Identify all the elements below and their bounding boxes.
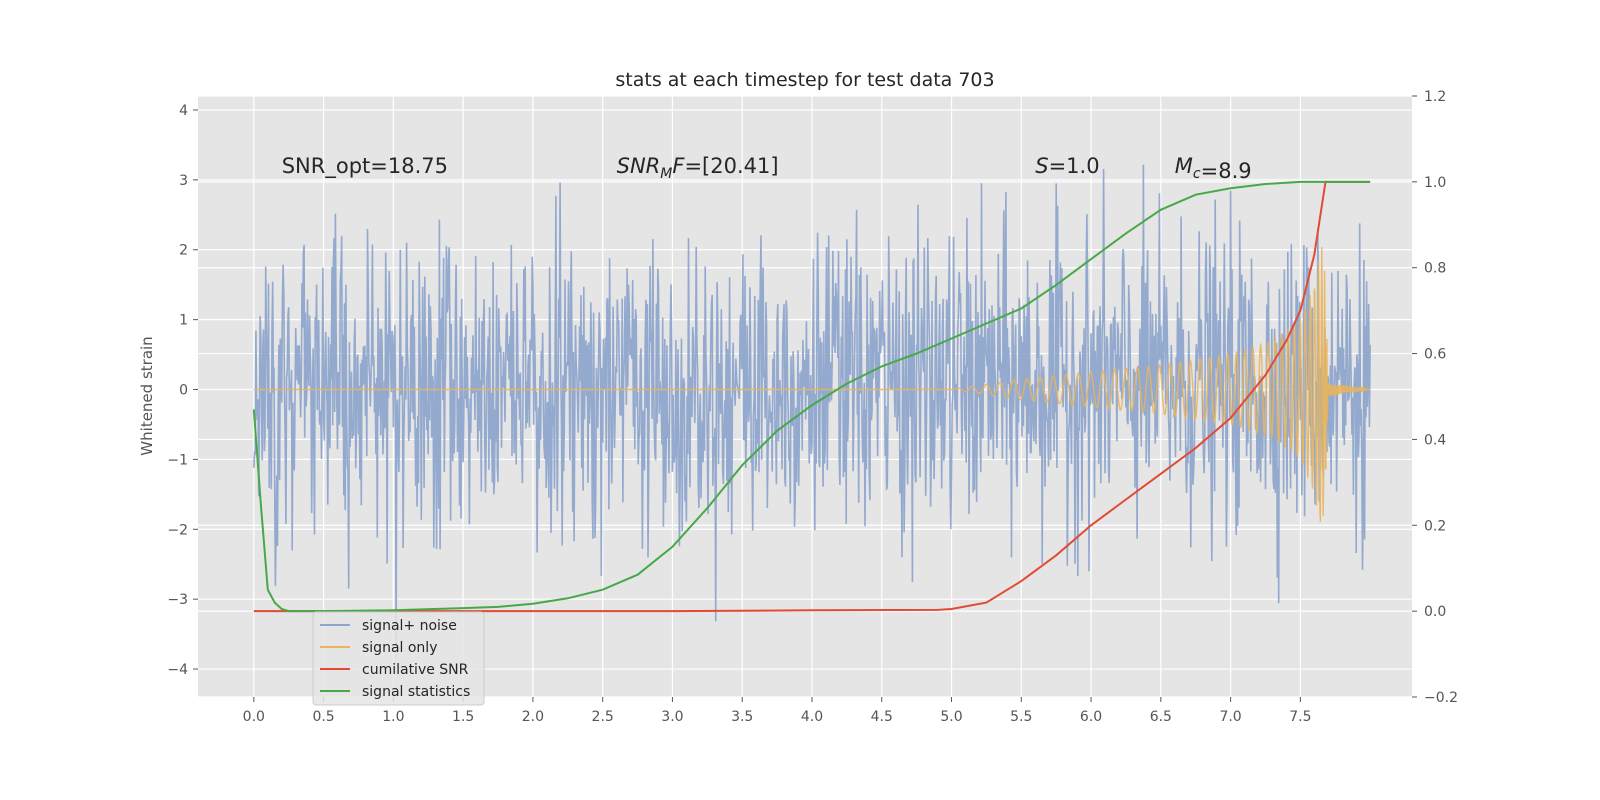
series-signal-only-line <box>253 246 1371 522</box>
legend: signal+ noise signal only cumilative SNR si… <box>312 611 485 706</box>
y2-tick-label-3: 0.4 <box>1424 432 1446 448</box>
x-tick-label-0: 0.0 <box>243 709 265 725</box>
y-tick-label-8: 4 <box>179 103 188 119</box>
y-tick-label-6: 2 <box>179 243 188 259</box>
y2-tick-label-5: 0.8 <box>1424 261 1446 277</box>
x-tick-label-5: 2.5 <box>592 709 614 725</box>
x-tick-label-15: 7.5 <box>1289 709 1311 725</box>
y2-tick-label-2: 0.2 <box>1424 518 1446 534</box>
x-tick-label-10: 5.0 <box>940 709 962 725</box>
y-tick-label-0: −4 <box>167 662 188 678</box>
x-tick-label-14: 7.0 <box>1219 709 1241 725</box>
x-tick-label-7: 3.5 <box>731 709 753 725</box>
y-axis-label: Whitened strain <box>138 336 156 455</box>
y2-tick-label-1: 0.0 <box>1424 604 1446 620</box>
legend-label-3: signal statistics <box>362 684 470 700</box>
x-tick-label-6: 3.0 <box>661 709 683 725</box>
x-tick-label-13: 6.5 <box>1150 709 1172 725</box>
series-cumulative-snr-line <box>253 180 1371 613</box>
series-signal-noise-line <box>253 164 1371 659</box>
series-signal-statistics-line <box>252 180 1371 613</box>
x-tick-label-2: 1.0 <box>382 709 404 725</box>
annotation-0: SNR_opt=18.75 <box>282 154 448 179</box>
y2-tick-label-7: 1.2 <box>1424 89 1446 105</box>
x-tick-label-4: 2.0 <box>522 709 544 725</box>
y2-tick-label-6: 1.0 <box>1424 175 1446 191</box>
annotations: SNR_opt=18.75 SNRMF=[20.41] S=1.0 Mc=8.9 <box>282 154 1252 183</box>
legend-label-0: signal+ noise <box>362 618 457 634</box>
y-tick-label-3: −1 <box>167 452 188 468</box>
x-tick-label-3: 1.5 <box>452 709 474 725</box>
x-tick-label-8: 4.0 <box>801 709 823 725</box>
x-tick-label-1: 0.5 <box>312 709 334 725</box>
axes: 0.0 0.5 1.0 1.5 2.0 2.5 3.0 3.5 4.0 4.5 5.0 5.5 6.0 6… <box>167 89 1458 725</box>
legend-box <box>312 611 485 706</box>
y2-tick-label-4: 0.6 <box>1424 347 1446 363</box>
annotation-2: S=1.0 <box>1035 154 1099 178</box>
legend-label-2: cumilative SNR <box>362 662 469 678</box>
legend-label-1: signal only <box>362 640 437 656</box>
y-tick-label-4: 0 <box>179 383 188 399</box>
y-tick-label-2: −2 <box>167 522 188 538</box>
y-tick-label-1: −3 <box>167 592 188 608</box>
annotation-1: SNRMF=[20.41] <box>617 154 779 182</box>
chart-title: stats at each timestep for test data 703 <box>615 69 994 91</box>
x-tick-label-11: 5.5 <box>1010 709 1032 725</box>
series-layer <box>252 164 1371 659</box>
y2-tick-label-0: −0.2 <box>1424 690 1458 706</box>
y-tick-label-5: 1 <box>179 313 188 329</box>
x-tick-label-9: 4.5 <box>871 709 893 725</box>
y-tick-label-7: 3 <box>179 173 188 189</box>
x-tick-label-12: 6.0 <box>1080 709 1102 725</box>
annotation-3: Mc=8.9 <box>1175 154 1252 183</box>
